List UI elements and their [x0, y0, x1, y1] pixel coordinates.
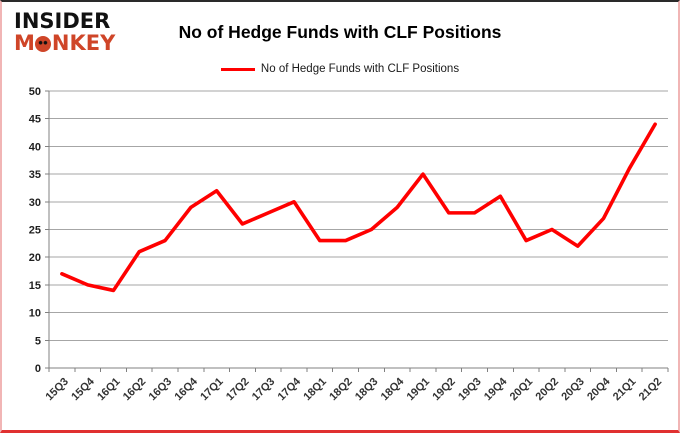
x-axis-label: 17Q4 — [276, 375, 304, 403]
x-axis-label: 18Q1 — [301, 376, 329, 404]
y-axis-label: 10 — [29, 308, 41, 320]
x-axis-label: 19Q2 — [430, 376, 458, 404]
insider-monkey-logo: INSIDER M NKEY — [14, 11, 115, 54]
legend-series-label: No of Hedge Funds with CLF Positions — [260, 63, 460, 75]
y-axis-label: 20 — [29, 252, 41, 264]
logo-text-monkey: M NKEY — [14, 33, 115, 54]
x-axis-label: 20Q4 — [585, 375, 613, 403]
logo-text-insider: INSIDER — [14, 9, 111, 33]
x-axis-label: 20Q1 — [508, 376, 536, 404]
y-axis-label: 45 — [29, 114, 41, 126]
x-axis-label: 18Q4 — [379, 375, 407, 403]
x-axis-label: 15Q4 — [69, 375, 97, 403]
x-axis-label: 21Q1 — [611, 376, 639, 404]
chart-title: No of Hedge Funds with CLF Positions — [178, 22, 502, 42]
series-line — [60, 122, 657, 293]
x-axis-label: 16Q3 — [147, 376, 175, 404]
y-axis-label: 35 — [29, 169, 41, 181]
x-axis-label: 18Q2 — [327, 376, 355, 404]
logo-monkey-prefix: M — [14, 31, 35, 55]
x-axis-label: 19Q3 — [456, 376, 484, 404]
x-axis-label: 19Q4 — [482, 375, 510, 403]
x-axis-label: 17Q2 — [224, 376, 252, 404]
x-axis-label: 16Q4 — [172, 375, 200, 403]
x-axis-label: 17Q3 — [250, 376, 278, 404]
y-axis-label: 15 — [29, 280, 41, 292]
y-axis-label: 5 — [35, 335, 41, 347]
x-axis-label: 20Q3 — [559, 376, 587, 404]
x-axis-label: 21Q2 — [637, 376, 665, 404]
legend-line-marker-icon — [220, 67, 255, 71]
y-axis-label: 25 — [29, 225, 41, 237]
chart-legend: No of Hedge Funds with CLF Positions — [2, 63, 678, 75]
x-axis-label: 17Q1 — [198, 376, 226, 404]
logo-monkey-suffix: NKEY — [51, 31, 116, 55]
x-axis-label: 15Q3 — [43, 376, 71, 404]
x-axis-label: 16Q1 — [95, 376, 123, 404]
x-axis-label: 16Q2 — [121, 376, 149, 404]
x-axis-label: 19Q1 — [405, 376, 433, 404]
x-axis-label: 20Q2 — [534, 376, 562, 404]
monkey-face-icon — [35, 35, 52, 52]
y-axis-label: 0 — [35, 363, 41, 375]
y-axis-label: 30 — [29, 197, 41, 209]
y-axis-label: 50 — [29, 86, 41, 98]
x-axis-label: 18Q3 — [353, 376, 381, 404]
y-axis-label: 40 — [29, 141, 41, 153]
